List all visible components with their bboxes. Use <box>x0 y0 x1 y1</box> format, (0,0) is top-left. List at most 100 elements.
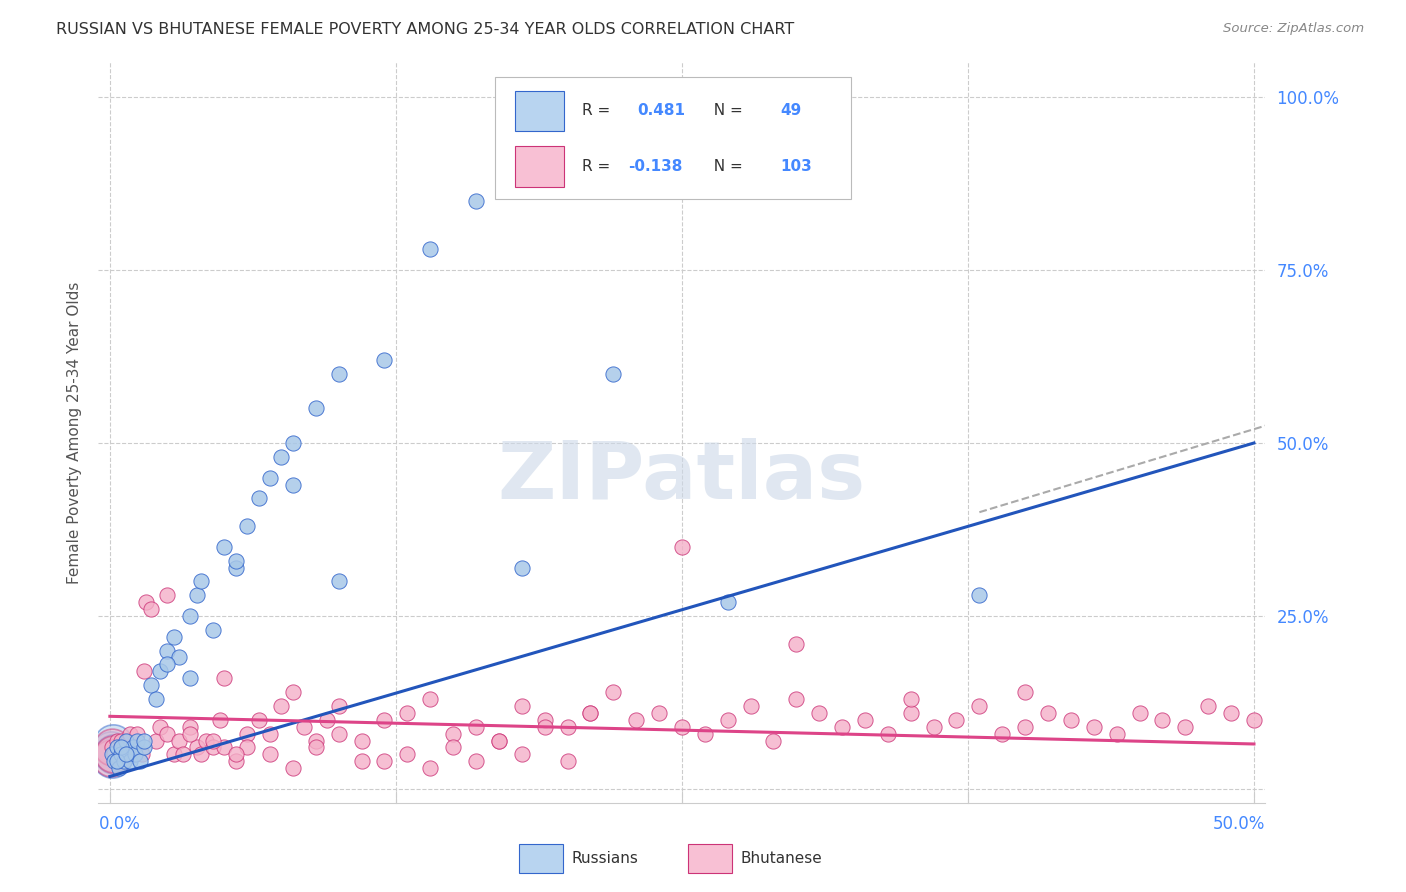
Point <box>186 588 208 602</box>
Point <box>190 574 212 589</box>
Point <box>1174 720 1197 734</box>
Point <box>328 698 350 713</box>
Point <box>145 692 167 706</box>
Point <box>557 720 579 734</box>
Point <box>163 747 186 762</box>
Point <box>167 650 190 665</box>
Point <box>465 720 488 734</box>
Bar <box>515 91 564 131</box>
Point <box>945 713 967 727</box>
Point <box>110 747 132 762</box>
Point <box>110 733 132 747</box>
Point <box>419 761 441 775</box>
Point <box>112 740 135 755</box>
Point <box>316 713 339 727</box>
Point <box>236 726 259 740</box>
Point <box>1220 706 1243 720</box>
Point <box>201 740 224 755</box>
Point <box>103 747 125 762</box>
Point <box>105 754 128 768</box>
Point <box>214 740 236 755</box>
Point <box>671 540 693 554</box>
Point <box>103 747 125 762</box>
Point <box>991 726 1014 740</box>
Point <box>101 751 124 765</box>
Point <box>225 754 247 768</box>
Point <box>214 540 236 554</box>
Point <box>208 713 231 727</box>
Point <box>101 740 124 755</box>
Point <box>112 754 135 768</box>
Point <box>350 754 373 768</box>
Point <box>259 747 281 762</box>
Point <box>236 740 259 755</box>
Point <box>305 740 328 755</box>
Point <box>808 706 831 720</box>
Point <box>900 692 922 706</box>
Point <box>328 726 350 740</box>
Point <box>103 754 125 768</box>
Point <box>785 692 807 706</box>
Text: R =: R = <box>582 103 614 119</box>
Point <box>117 747 139 762</box>
Point <box>465 194 488 208</box>
Point <box>247 713 270 727</box>
Point <box>270 450 292 464</box>
Point <box>247 491 270 506</box>
Point <box>693 726 716 740</box>
Point <box>1105 726 1128 740</box>
Point <box>624 713 647 727</box>
Point <box>179 671 201 685</box>
Text: RUSSIAN VS BHUTANESE FEMALE POVERTY AMONG 25-34 YEAR OLDS CORRELATION CHART: RUSSIAN VS BHUTANESE FEMALE POVERTY AMON… <box>56 22 794 37</box>
Point <box>101 740 124 755</box>
Point <box>121 740 143 755</box>
Text: ZIPatlas: ZIPatlas <box>498 438 866 516</box>
Point <box>100 751 122 765</box>
Point <box>179 720 201 734</box>
Point <box>488 733 510 747</box>
Point <box>396 706 419 720</box>
Point <box>717 595 740 609</box>
Point <box>292 720 315 734</box>
Text: 49: 49 <box>780 103 801 119</box>
Point <box>201 623 224 637</box>
Point <box>1060 713 1083 727</box>
Point <box>1128 706 1150 720</box>
Point <box>167 733 190 747</box>
Point <box>259 726 281 740</box>
Point <box>145 733 167 747</box>
Point <box>134 733 156 747</box>
Point <box>156 643 179 657</box>
Point <box>533 720 555 734</box>
Point <box>557 754 579 768</box>
Point <box>201 733 224 747</box>
Point <box>579 706 602 720</box>
Y-axis label: Female Poverty Among 25-34 Year Olds: Female Poverty Among 25-34 Year Olds <box>66 282 82 583</box>
Point <box>441 740 464 755</box>
Point <box>259 470 281 484</box>
Point <box>172 747 194 762</box>
Point <box>149 665 172 679</box>
Point <box>225 554 247 568</box>
Text: -0.138: -0.138 <box>628 159 682 174</box>
Point <box>602 367 624 381</box>
Point <box>115 747 138 762</box>
Point <box>305 733 328 747</box>
Point <box>105 733 128 747</box>
Point <box>969 698 991 713</box>
FancyBboxPatch shape <box>495 78 851 200</box>
Text: 103: 103 <box>780 159 811 174</box>
Point <box>419 242 441 256</box>
Point <box>103 747 125 762</box>
Text: N =: N = <box>704 159 748 174</box>
Point <box>281 477 304 491</box>
Point <box>128 754 150 768</box>
Point <box>131 747 153 762</box>
Point <box>1152 713 1174 727</box>
Point <box>270 698 292 713</box>
Point <box>648 706 671 720</box>
Point <box>1014 685 1036 699</box>
Point <box>969 588 991 602</box>
Point <box>441 726 464 740</box>
Point <box>105 740 128 755</box>
